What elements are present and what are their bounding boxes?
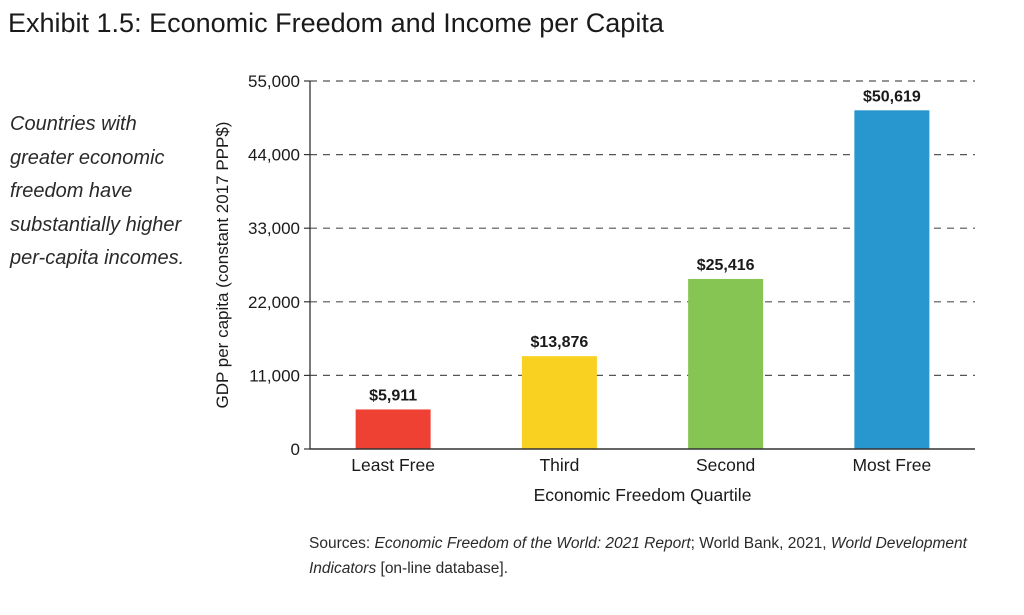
chart-title: Exhibit 1.5: Economic Freedom and Income…: [8, 8, 664, 38]
sources-middle: ; World Bank, 2021,: [690, 535, 831, 552]
bar-second: [688, 278, 764, 449]
y-tick-label: 22,000: [248, 293, 300, 312]
x-tick-label: Second: [696, 455, 755, 475]
y-tick-label: 11,000: [249, 366, 300, 385]
bar-third: [521, 356, 597, 449]
sources-note: Sources: Economic Freedom of the World: …: [309, 531, 999, 581]
sources-report-title: Economic Freedom of the World: 2021 Repo…: [374, 535, 691, 552]
x-tick-label: Least Free: [351, 455, 435, 475]
y-axis-title: GDP per capita (constant 2017 PPP$): [213, 122, 232, 409]
sources-prefix: Sources:: [309, 535, 375, 552]
x-tick-label: Third: [539, 455, 579, 475]
y-tick-label: 0: [291, 440, 300, 459]
chart-caption: Countries with greater economic freedom …: [10, 113, 185, 269]
y-tick-label: 55,000: [248, 72, 300, 91]
bar-chart: 0 11,000 22,000 33,000 44,000 55,000 $5,911 Lea…: [213, 72, 975, 505]
y-tick-label: 44,000: [248, 146, 300, 165]
x-tick-label: Most Free: [852, 455, 931, 475]
data-label: $50,619: [863, 88, 921, 105]
sources-wdi-title: World Development Indicators: [309, 535, 967, 577]
bar-least-free: [355, 409, 431, 449]
data-label: $25,416: [697, 257, 755, 274]
y-tick-label: 33,000: [248, 219, 300, 238]
sources-suffix: [on-line database].: [376, 560, 509, 577]
bar-most-free: [854, 110, 930, 450]
x-axis-title: Economic Freedom Quartile: [534, 485, 752, 505]
data-label: $13,876: [530, 334, 588, 351]
data-label: $5,911: [369, 387, 417, 404]
